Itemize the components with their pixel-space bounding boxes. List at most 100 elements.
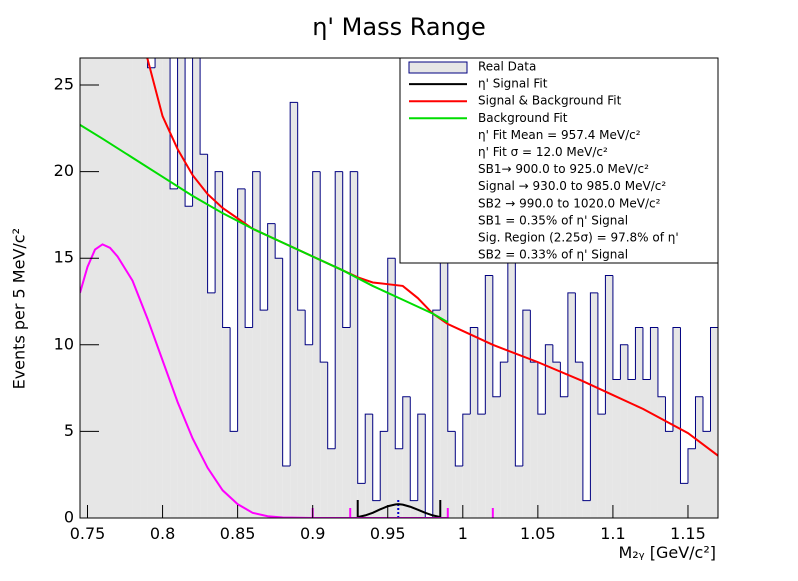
bar <box>620 344 628 518</box>
bar <box>110 58 118 518</box>
bar-outline <box>619 344 628 380</box>
bar <box>230 431 238 518</box>
y-axis-label: Events per 5 MeV/c² <box>10 228 29 389</box>
fit-line <box>80 124 449 324</box>
x-tick-label: 1.1 <box>600 524 625 543</box>
bar <box>117 58 126 518</box>
bar-outline <box>357 171 366 484</box>
x-tick-label: 1.05 <box>520 524 556 543</box>
bar-outline <box>184 58 193 207</box>
bar-outline <box>567 292 576 397</box>
bar-outline <box>582 362 591 502</box>
bar-outline <box>537 362 546 415</box>
legend-label: Background Fit <box>478 111 568 125</box>
bar <box>567 292 576 518</box>
bar <box>702 431 711 518</box>
bar <box>102 58 111 518</box>
bar-outline <box>544 344 553 415</box>
bar <box>627 379 636 518</box>
bar-outline <box>147 58 156 69</box>
bar <box>650 327 658 518</box>
bar <box>462 414 471 518</box>
bar-outline <box>634 326 643 380</box>
axes: 0.75 0.8 0.85 0.9 0.95 1 1.05 1.1 1.15 0 5 10 15 20 25 <box>54 57 719 543</box>
bar-outline <box>289 101 298 467</box>
bar <box>612 379 621 518</box>
bar <box>245 327 253 518</box>
bar <box>200 154 208 518</box>
legend-swatch <box>408 61 468 74</box>
bar <box>635 327 643 518</box>
bar-outline <box>274 223 283 259</box>
bar-outline <box>259 171 268 311</box>
bar-outline <box>664 396 673 432</box>
bar <box>185 206 193 518</box>
bar <box>335 171 343 518</box>
chart-title: η' Mass Range <box>312 13 486 41</box>
bar <box>545 344 553 518</box>
bar-outline <box>252 171 261 328</box>
bar-outline <box>214 171 223 293</box>
legend-label: Real Data <box>478 60 536 74</box>
x-tick-label: 1 <box>458 524 468 543</box>
bar <box>470 327 478 518</box>
bar <box>552 362 561 518</box>
bar <box>80 58 88 518</box>
bar-outline <box>484 275 493 415</box>
bar <box>170 188 178 518</box>
bar <box>87 58 96 518</box>
x-tick-label: 0.75 <box>70 524 106 543</box>
legend-box <box>399 57 719 264</box>
bar-outline <box>192 58 194 207</box>
bar <box>215 171 223 518</box>
bar <box>642 379 651 518</box>
bar-outline <box>267 223 276 311</box>
bar-outline <box>177 58 179 189</box>
legend-note: η' Fit Mean = 957.4 MeV/c² <box>478 128 641 142</box>
bar <box>395 448 403 518</box>
legend-note: SB2 = 0.33% of η' Signal <box>478 248 628 262</box>
bar <box>455 466 463 518</box>
bar-outline <box>222 171 231 328</box>
bar <box>365 414 373 518</box>
bar-outline <box>462 413 471 467</box>
bar <box>350 171 358 518</box>
bar-outline <box>627 344 636 380</box>
bar <box>447 431 456 518</box>
bar <box>297 310 306 518</box>
x-tick-label: 1.15 <box>670 524 706 543</box>
bar-outline <box>169 58 178 190</box>
bar-outline <box>229 327 238 432</box>
bar-outline <box>304 310 313 346</box>
bar <box>260 310 268 518</box>
x-axis-label: M₂ᵧ [GeV/c²] <box>618 543 716 562</box>
bar-outline <box>492 275 501 398</box>
bar-outline <box>349 171 358 328</box>
legend: Real Data η' Signal Fit Signal & Backgroun… <box>399 57 719 264</box>
bar-outline <box>649 326 658 380</box>
bar <box>522 310 531 518</box>
bar-outline <box>417 413 426 501</box>
bar <box>155 58 163 518</box>
bar-outline <box>424 414 433 518</box>
bar <box>132 58 141 518</box>
bar-outline <box>379 430 388 501</box>
bar <box>177 58 186 518</box>
bar-outline <box>364 413 373 484</box>
bar <box>305 344 313 518</box>
bar-outline <box>454 431 463 467</box>
bar <box>710 327 718 518</box>
bar-outline <box>469 326 478 415</box>
fit-line <box>146 58 718 457</box>
bar <box>590 292 598 518</box>
bar-outline <box>694 396 703 449</box>
bar <box>140 58 148 518</box>
bar <box>492 396 501 518</box>
bar <box>605 275 613 518</box>
y-tick-label: 5 <box>64 421 74 440</box>
bar <box>237 188 246 518</box>
legend-note: SB2 → 990.0 to 1020.0 MeV/c² <box>478 196 661 210</box>
bar-outline <box>432 309 441 518</box>
bar <box>222 327 231 518</box>
bar <box>597 414 606 518</box>
